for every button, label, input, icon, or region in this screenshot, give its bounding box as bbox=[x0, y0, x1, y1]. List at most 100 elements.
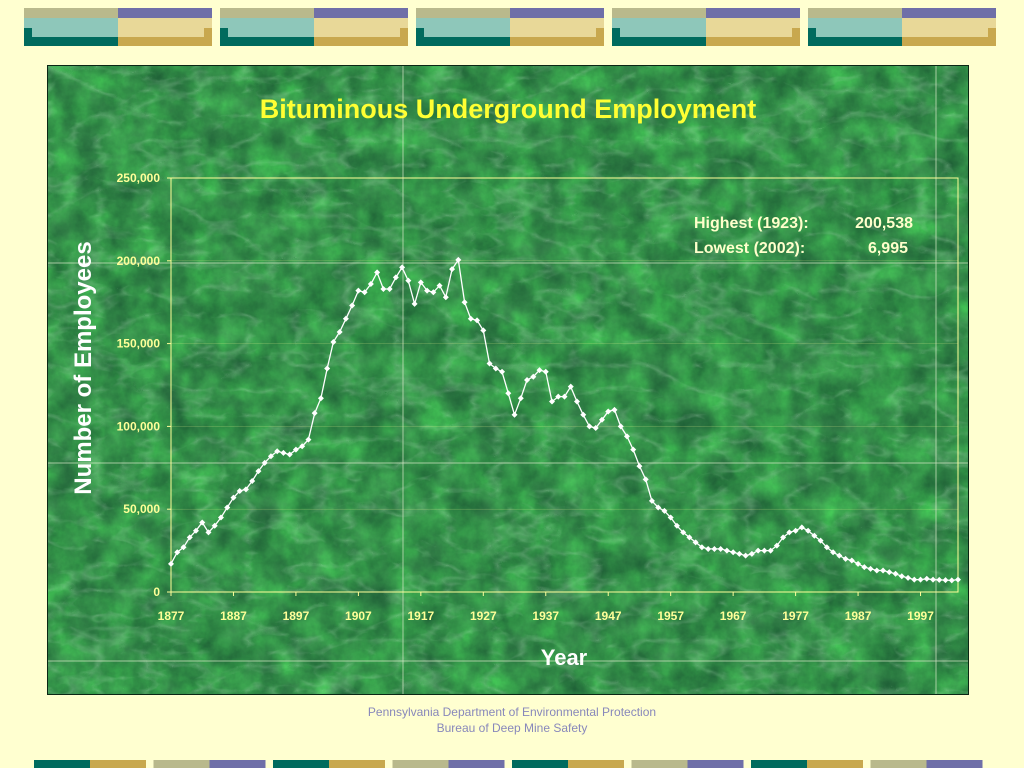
data-point bbox=[642, 476, 649, 483]
data-point bbox=[611, 406, 618, 413]
deco-gold-inset bbox=[510, 28, 596, 37]
data-point bbox=[530, 373, 537, 380]
data-point bbox=[449, 266, 456, 273]
data-point bbox=[767, 547, 774, 554]
bottom-deco-right bbox=[448, 760, 505, 768]
bottom-deco-left bbox=[751, 760, 807, 768]
data-point bbox=[836, 552, 843, 559]
data-point bbox=[705, 545, 712, 552]
data-point bbox=[367, 280, 374, 287]
deco-mint-bar bbox=[24, 18, 118, 28]
data-point bbox=[417, 279, 424, 286]
deco-khaki-bar bbox=[612, 8, 706, 18]
data-point bbox=[524, 377, 531, 384]
deco-purple-bar bbox=[902, 8, 996, 18]
data-point bbox=[686, 534, 693, 541]
deco-mint-inset bbox=[816, 28, 902, 37]
top-decoration-strip bbox=[24, 8, 996, 46]
data-point bbox=[324, 365, 331, 372]
data-point bbox=[361, 289, 368, 296]
data-point bbox=[886, 569, 893, 576]
data-point bbox=[349, 302, 356, 309]
data-point bbox=[798, 524, 805, 531]
data-point bbox=[936, 576, 943, 583]
data-point bbox=[655, 504, 662, 511]
data-point bbox=[299, 443, 306, 450]
data-point bbox=[436, 282, 443, 289]
line-chart: 0 50,000 100,000 150,000 200,000 250,000 1877… bbox=[48, 66, 968, 694]
data-point bbox=[311, 410, 318, 417]
data-point bbox=[280, 449, 287, 456]
data-point bbox=[573, 398, 580, 405]
data-point bbox=[736, 550, 743, 557]
data-point bbox=[230, 494, 237, 501]
data-point bbox=[224, 504, 231, 511]
data-point bbox=[730, 549, 737, 556]
data-point bbox=[955, 576, 961, 583]
lowest-label: Lowest (2002): bbox=[694, 240, 805, 257]
data-point bbox=[861, 564, 868, 571]
deco-lightgold-bar bbox=[902, 18, 996, 28]
deco-lightgold-bar bbox=[706, 18, 800, 28]
data-point bbox=[623, 433, 630, 440]
data-point bbox=[374, 269, 381, 276]
data-point bbox=[267, 453, 274, 460]
x-tick-label: 1937 bbox=[532, 609, 559, 623]
deco-lightgold-bar bbox=[510, 18, 604, 28]
x-tick-label: 1917 bbox=[407, 609, 434, 623]
x-tick-label: 1897 bbox=[283, 609, 310, 623]
data-point bbox=[842, 555, 849, 562]
data-point bbox=[855, 560, 862, 567]
data-point bbox=[424, 287, 431, 294]
deco-mint-inset bbox=[32, 28, 118, 37]
x-axis-title: Year bbox=[541, 645, 588, 670]
data-point bbox=[242, 486, 249, 493]
bottom-deco-left bbox=[870, 760, 927, 768]
data-point bbox=[442, 294, 449, 301]
bottom-deco-right bbox=[687, 760, 744, 768]
bottom-deco-right bbox=[329, 760, 385, 768]
bottom-deco-right bbox=[90, 760, 146, 768]
panel-guide-lines bbox=[48, 66, 968, 694]
data-point bbox=[330, 338, 337, 345]
data-point bbox=[555, 393, 562, 400]
deco-khaki-bar bbox=[808, 8, 902, 18]
data-point bbox=[467, 315, 474, 322]
highest-value: 200,538 bbox=[855, 215, 913, 232]
x-tick-label: 1987 bbox=[845, 609, 872, 623]
data-point bbox=[923, 575, 930, 582]
data-point bbox=[261, 459, 268, 466]
deco-mint-bar bbox=[416, 18, 510, 28]
data-point bbox=[592, 425, 599, 432]
data-point bbox=[773, 542, 780, 549]
deco-gold-inset bbox=[706, 28, 792, 37]
data-point bbox=[317, 395, 324, 402]
x-tick-label: 1967 bbox=[720, 609, 747, 623]
data-point bbox=[455, 256, 462, 263]
data-point bbox=[411, 300, 418, 307]
deco-purple-bar bbox=[510, 8, 604, 18]
bottom-deco-right bbox=[807, 760, 863, 768]
data-point bbox=[186, 534, 193, 541]
data-point bbox=[461, 299, 468, 306]
data-point bbox=[717, 545, 724, 552]
data-point bbox=[761, 547, 768, 554]
data-point bbox=[617, 423, 624, 430]
x-tick-label: 1877 bbox=[158, 609, 185, 623]
data-point bbox=[286, 451, 293, 458]
data-point bbox=[742, 552, 749, 559]
y-tick-label: 150,000 bbox=[117, 337, 161, 351]
marble-veins bbox=[48, 66, 968, 694]
data-point bbox=[667, 514, 674, 521]
deco-khaki-bar bbox=[416, 8, 510, 18]
data-point bbox=[217, 514, 224, 521]
deco-khaki-bar bbox=[220, 8, 314, 18]
deco-gold-inset bbox=[314, 28, 400, 37]
y-tick-label: 200,000 bbox=[117, 254, 161, 268]
data-point bbox=[492, 365, 499, 372]
data-point bbox=[780, 534, 787, 541]
data-point bbox=[811, 532, 818, 539]
data-point bbox=[392, 274, 399, 281]
deco-lightgold-bar bbox=[118, 18, 212, 28]
data-point bbox=[211, 522, 218, 529]
